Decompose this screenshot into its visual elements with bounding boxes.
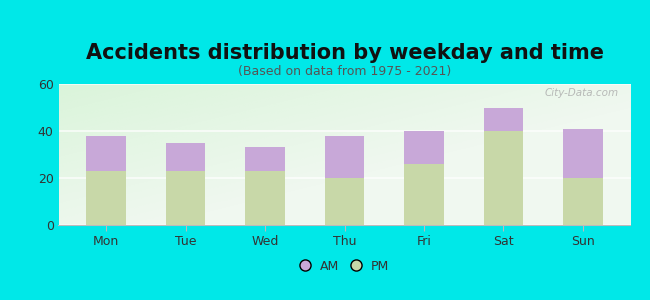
- Bar: [86, 136, 126, 171]
- Bar: [324, 178, 365, 225]
- Text: (Based on data from 1975 - 2021): (Based on data from 1975 - 2021): [238, 65, 451, 78]
- Bar: [404, 131, 444, 164]
- Bar: [563, 129, 603, 178]
- Bar: [563, 178, 603, 225]
- Bar: [484, 131, 523, 225]
- Bar: [324, 136, 365, 178]
- Bar: [245, 171, 285, 225]
- Bar: [484, 107, 523, 131]
- Text: City-Data.com: City-Data.com: [545, 88, 619, 98]
- Bar: [245, 147, 285, 171]
- Legend: AM, PM: AM, PM: [294, 255, 395, 278]
- Bar: [86, 171, 126, 225]
- Title: Accidents distribution by weekday and time: Accidents distribution by weekday and ti…: [86, 43, 603, 63]
- Bar: [166, 171, 205, 225]
- Bar: [404, 164, 444, 225]
- Bar: [166, 143, 205, 171]
